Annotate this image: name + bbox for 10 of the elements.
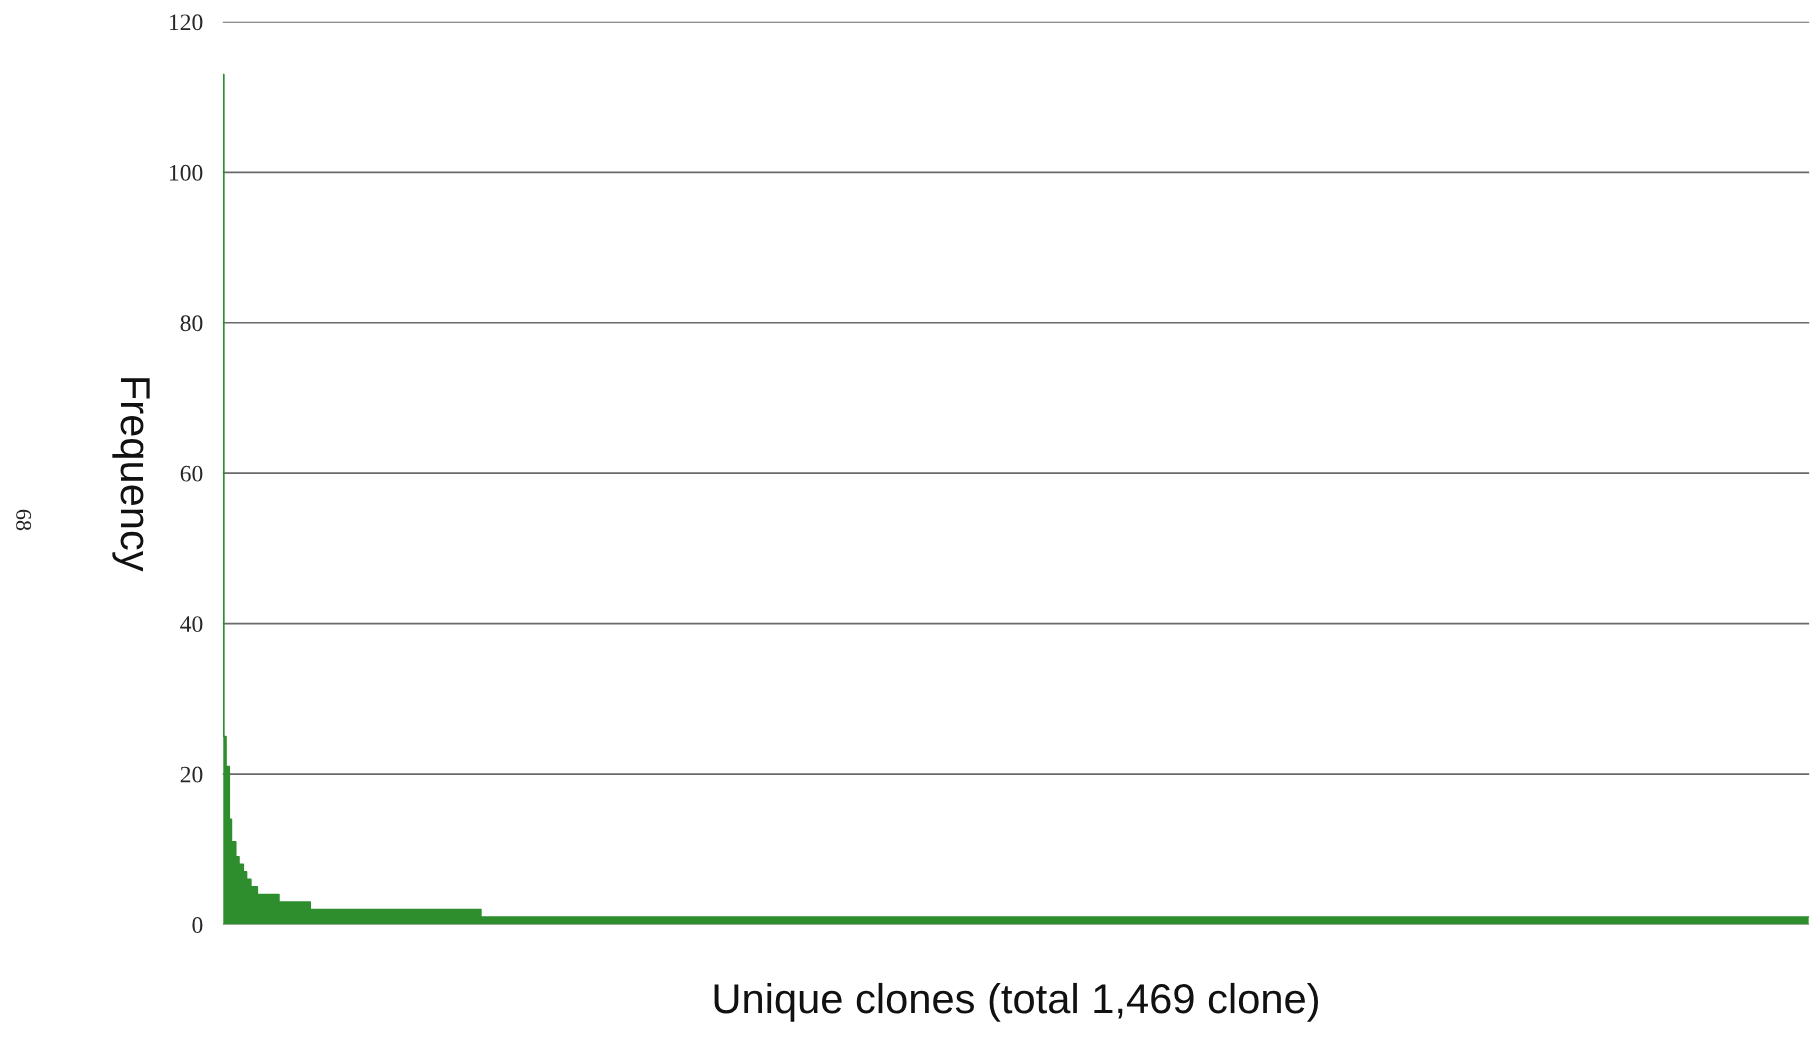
x-axis-title: Unique clones (total 1,469 clone) bbox=[714, 982, 1318, 1022]
y-tick-label: 80 bbox=[180, 315, 203, 332]
y-tick-label: 0 bbox=[192, 917, 203, 933]
text: 68 bbox=[16, 509, 32, 531]
y-tick-label: 40 bbox=[180, 616, 203, 633]
y-tick-label: 20 bbox=[180, 766, 203, 783]
y-tick-label: 120 bbox=[169, 14, 203, 31]
y-axis-title: Frequency bbox=[112, 378, 150, 572]
y-tick-label: 100 bbox=[169, 164, 203, 181]
y-tick-label: 60 bbox=[180, 465, 203, 482]
